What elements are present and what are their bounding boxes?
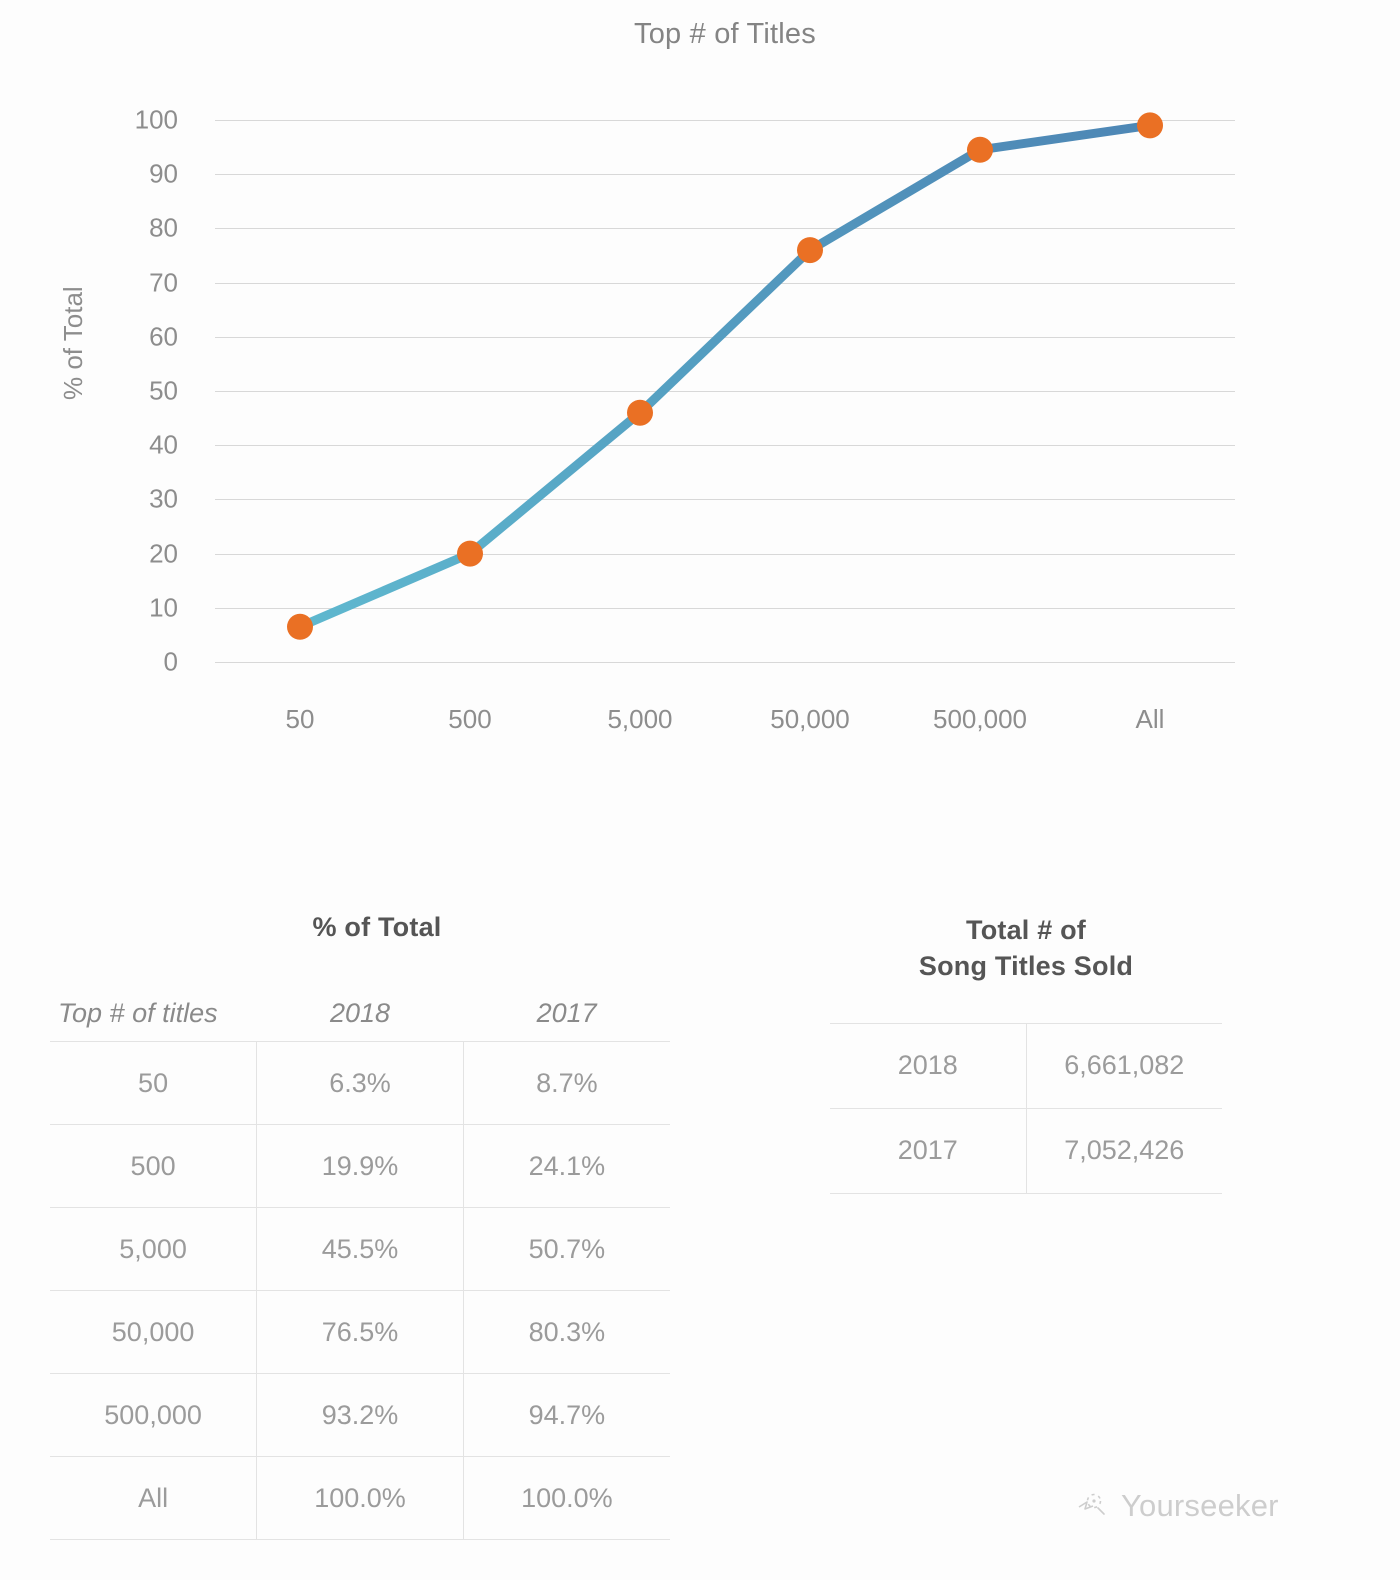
x-tick-label: 500 (448, 704, 492, 734)
table-row: 50,000 76.5% 80.3% (50, 1290, 670, 1374)
gridline (215, 120, 1235, 121)
right-table-title-line2: Song Titles Sold (918, 951, 1134, 982)
table-row: 2017 7,052,426 (830, 1107, 1222, 1194)
y-tick-label: 60 (149, 321, 178, 352)
y-tick-label: 80 (149, 212, 178, 243)
cell-2017: 100.0% (463, 1456, 670, 1540)
gridline (215, 282, 1235, 284)
cell-top-titles: 5,000 (50, 1207, 258, 1291)
cell-top-titles: 500,000 (50, 1373, 258, 1457)
cell-top-titles: 500 (50, 1124, 258, 1208)
cell-year: 2018 (830, 1022, 1027, 1109)
cell-top-titles: 50 (50, 1041, 258, 1125)
col-header-2017: 2017 (536, 997, 597, 1028)
cell-2018: 100.0% (256, 1456, 464, 1540)
table-row: 50 6.3% 8.7% (50, 1041, 670, 1125)
x-tick-label: 500,000 (933, 704, 1027, 734)
gridline (215, 662, 1235, 663)
right-table-title-line1: Total # of (966, 915, 1086, 945)
series-polyline (295, 120, 1155, 632)
right-table-title: Total # of Song Titles Sold (830, 912, 1222, 985)
y-tick-label: 70 (149, 267, 178, 298)
cell-2017: 94.7% (463, 1373, 670, 1457)
x-tick-label: 5,000 (607, 704, 673, 734)
y-tick-label: 50 (149, 375, 178, 406)
watermark-text: Yourseeker (1121, 1488, 1279, 1523)
y-tick-label: 40 (149, 429, 178, 460)
gridline (215, 499, 1235, 501)
data-point-marker (627, 399, 653, 426)
col-header-top-titles: Top # of titles (58, 997, 218, 1028)
table-row: All 100.0% 100.0% (50, 1456, 670, 1540)
table-row: 2018 6,661,082 (830, 1022, 1222, 1109)
cell-2017: 50.7% (463, 1207, 670, 1291)
x-tick-label: 50,000 (770, 704, 850, 734)
y-tick-label: 0 (163, 646, 178, 677)
cell-total-titles: 6,661,082 (1026, 1022, 1222, 1109)
gridline (215, 553, 1235, 555)
y-tick-label: 30 (149, 483, 178, 514)
cell-2017: 24.1% (463, 1124, 670, 1208)
cell-2017: 8.7% (463, 1041, 670, 1125)
table-row: 5,000 45.5% 50.7% (50, 1207, 670, 1291)
cell-2018: 45.5% (256, 1207, 464, 1291)
data-point-marker (457, 540, 483, 567)
cell-total-titles: 7,052,426 (1026, 1107, 1222, 1194)
gridline (215, 607, 1235, 609)
data-point-marker (287, 613, 313, 640)
table-header-row: Top # of titles 2018 2017 (50, 985, 670, 1042)
left-table-title: % of Total (312, 912, 442, 942)
chart-title: Top # of Titles (634, 18, 816, 50)
gridline (215, 228, 1235, 230)
y-tick-label: 100 (134, 104, 178, 135)
cell-2018: 93.2% (256, 1373, 464, 1457)
y-tick-label: 90 (149, 158, 178, 189)
cell-2018: 19.9% (256, 1124, 464, 1208)
data-point-marker (967, 136, 993, 163)
cell-2018: 6.3% (256, 1041, 464, 1125)
table-row: 500 19.9% 24.1% (50, 1124, 670, 1208)
data-point-marker (1137, 112, 1163, 139)
data-point-marker (797, 237, 823, 264)
y-tick-label: 10 (149, 592, 178, 623)
gridline (215, 445, 1235, 447)
cell-year: 2017 (830, 1107, 1027, 1194)
x-tick-label: 50 (285, 704, 315, 734)
total-titles-sold-panel: Total # of Song Titles Sold 2018 6,661,08… (830, 912, 1222, 1194)
table-row: 500,000 93.2% 94.7% (50, 1373, 670, 1457)
percent-of-total-panel: % of Total Top # of titles 2018 2017 50 6… (50, 912, 670, 1540)
cell-top-titles: 50,000 (50, 1290, 258, 1374)
total-titles-sold-table: 2018 6,661,082 2017 7,052,426 (830, 1022, 1222, 1194)
cell-top-titles: All (50, 1456, 258, 1540)
line-chart: Top # of Titles % of Total 0 10 20 30 40 50 60… (0, 0, 1400, 780)
cell-2017: 80.3% (463, 1290, 670, 1374)
y-tick-label: 20 (149, 538, 178, 569)
x-tick-label: All (1135, 704, 1165, 734)
col-header-2018: 2018 (329, 997, 391, 1028)
series-markers (287, 112, 1163, 640)
watermark: Yourseeker (1075, 1488, 1279, 1524)
gridline (215, 391, 1235, 392)
cell-2018: 76.5% (256, 1290, 464, 1374)
gridline (215, 174, 1235, 176)
percent-of-total-table: Top # of titles 2018 2017 50 6.3% 8.7% 500 1… (50, 985, 670, 1540)
seeker-logo-icon (1075, 1489, 1109, 1524)
series-line-layer (287, 112, 1163, 640)
